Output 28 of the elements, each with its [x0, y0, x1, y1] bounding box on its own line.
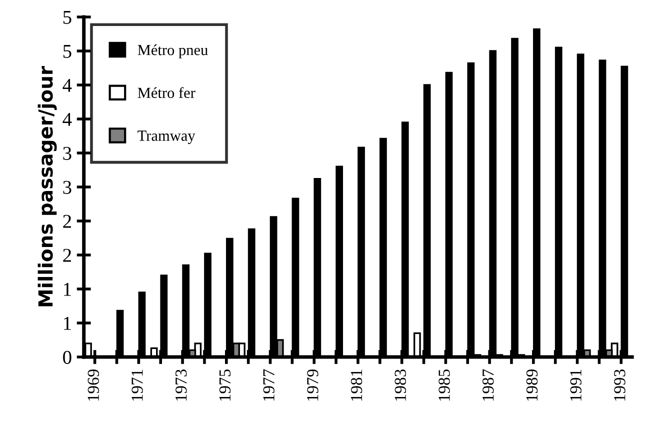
x-tick-label: 1987 [482, 369, 494, 401]
x-tick-label: 1975 [219, 369, 231, 401]
x-tick-label: 1989 [526, 369, 538, 401]
x-tick-label: 1977 [263, 369, 274, 401]
y-tick-label: 3 [63, 180, 72, 194]
y-tick-label: 5 [63, 11, 72, 24]
x-tick-label: 1993 [614, 369, 626, 401]
x-tick-label: 1985 [438, 369, 450, 401]
x-tick-label: 1969 [88, 369, 99, 401]
x-tick-label: 1979 [307, 369, 318, 401]
legend-label: Métro pneu [138, 44, 208, 58]
y-tick-label: 0 [63, 350, 72, 364]
x-tick-label: 1971 [132, 370, 143, 401]
y-tick-label: 4 [62, 112, 72, 126]
y-tick-label: 2 [63, 214, 71, 228]
x-tick-label: 1973 [176, 369, 187, 401]
legend-label: Métro fer [138, 87, 196, 98]
y-tick-label: 4 [62, 78, 72, 92]
legend-label: Tramway [138, 130, 196, 144]
x-tick-label: 1991 [570, 370, 582, 401]
x-tick-label: 1983 [394, 369, 406, 401]
y-tick-label: 2 [63, 248, 71, 262]
y-tick-label: 3 [63, 146, 72, 160]
y-tick-label: 5 [63, 45, 72, 58]
y-axis-title: Millions passager/jour [38, 66, 57, 306]
y-tick-label: 1 [64, 316, 71, 330]
x-tick-label: 1981 [350, 370, 362, 401]
y-tick-label: 1 [64, 282, 71, 296]
